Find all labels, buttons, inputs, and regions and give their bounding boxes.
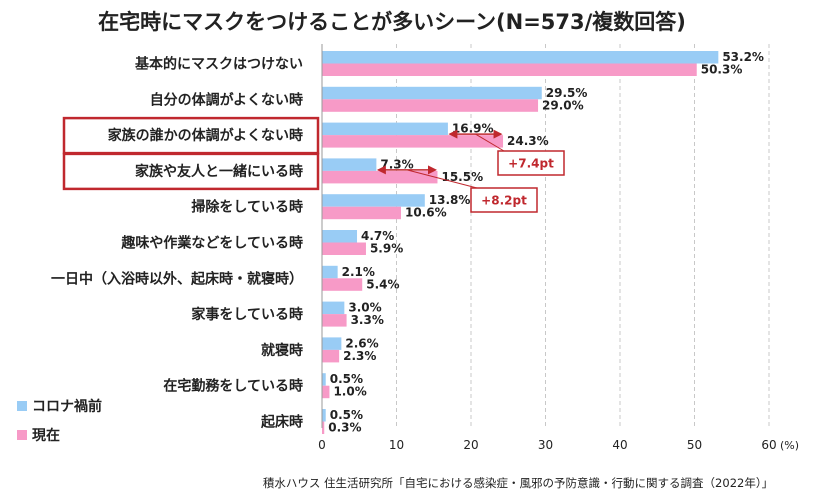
category-label: 家族の誰かの体調がよくない時 (108, 127, 303, 144)
bar-current (322, 206, 401, 220)
bar-current (322, 135, 504, 148)
bar-current (322, 170, 438, 184)
value-label: 2.3% (343, 349, 376, 363)
callout-box (497, 150, 565, 176)
category-label: 基本的にマスクはつけない (135, 56, 303, 73)
bar-current (322, 314, 347, 327)
value-label: 5.9% (370, 242, 403, 256)
legend-label: 現在 (32, 427, 60, 444)
x-tick-label: 30 (538, 438, 553, 452)
callout-leader (406, 169, 478, 189)
bar-before-covid (322, 265, 338, 279)
value-label: 4.7% (361, 229, 394, 243)
category-label: 自分の体調がよくない時 (150, 91, 303, 108)
bar-before-covid (322, 194, 425, 207)
value-label: 29.5% (546, 86, 588, 100)
bar-current (322, 278, 363, 291)
chart-title: 在宅時にマスクをつけることが多いシーン(N=573/複数回答) (98, 10, 686, 34)
category-label: 趣味や作業などをしている時 (120, 235, 303, 252)
bar-current (322, 421, 325, 434)
highlight-boxes (62, 116, 320, 191)
value-label: 29.0% (542, 98, 584, 112)
legend-swatch-before-covid (17, 401, 27, 411)
value-label: 3.0% (348, 301, 381, 315)
bar-before-covid (322, 301, 345, 315)
bar-current (322, 99, 539, 112)
x-tick-label: 0 (318, 438, 326, 452)
x-tick-label: 60 (761, 438, 776, 452)
category-label: 一日中（入浴時以外、起床時・就寝時） (51, 270, 303, 287)
value-label: 3.3% (351, 313, 384, 327)
callout-label: +8.2pt (481, 194, 527, 208)
value-label: 2.6% (345, 336, 378, 350)
bar-before-covid (322, 373, 326, 386)
x-tick-label: 40 (612, 438, 627, 452)
value-label: 24.3% (507, 134, 549, 148)
category-label: 起床時 (260, 414, 303, 431)
value-label: 2.1% (342, 265, 375, 279)
value-label: 0.5% (330, 372, 363, 386)
bar-current (322, 242, 366, 255)
bar-before-covid (322, 51, 719, 64)
source-note: 積水ハウス 住生活研究所「自宅における感染症・風邪の予防意識・行動に関する調査（… (263, 476, 773, 490)
value-label: 50.3% (701, 63, 743, 77)
legend-label: コロナ禍前 (32, 398, 102, 415)
x-tick-label: 20 (463, 438, 478, 452)
category-label: 就寝時 (261, 342, 303, 359)
value-label: 53.2% (722, 50, 764, 64)
value-label: 0.5% (330, 408, 363, 422)
bar-before-covid (322, 409, 326, 422)
callout-leader (475, 133, 505, 152)
bar-before-covid (322, 86, 542, 100)
bar-current (322, 349, 340, 363)
bar-before-covid (322, 337, 342, 350)
highlight-box (62, 152, 320, 191)
value-label: 10.6% (405, 206, 447, 220)
value-label: 15.5% (441, 170, 483, 184)
x-axis: 0 10 20 30 40 50 60 (%) (318, 44, 799, 452)
category-label: 掃除をしている時 (191, 199, 303, 216)
value-label: 13.8% (429, 193, 471, 207)
x-tick-label: 10 (389, 438, 404, 452)
value-label: 0.3% (328, 421, 361, 435)
callout-label: +7.4pt (508, 157, 554, 171)
value-label: 5.4% (366, 277, 399, 291)
x-tick-label: 50 (687, 438, 702, 452)
category-labels: 基本的にマスクはつけない自分の体調がよくない時家族の誰かの体調がよくない時家族や… (51, 56, 303, 431)
callout-box (470, 187, 538, 213)
category-label: 在宅勤務をしている時 (163, 378, 303, 395)
bar-before-covid (322, 122, 448, 136)
annotations: +7.4pt +8.2pt (376, 129, 565, 213)
bar-current (322, 385, 330, 399)
category-label: 家族や友人と一緒にいる時 (135, 163, 303, 180)
value-label: 1.0% (333, 385, 366, 399)
category-label: 家事をしている時 (191, 306, 303, 323)
bar-before-covid (322, 158, 377, 171)
legend-swatch-current (17, 430, 27, 440)
x-unit-label: (%) (780, 439, 799, 452)
bar-before-covid (322, 230, 358, 243)
bars (322, 51, 719, 434)
bar-current (322, 63, 697, 76)
